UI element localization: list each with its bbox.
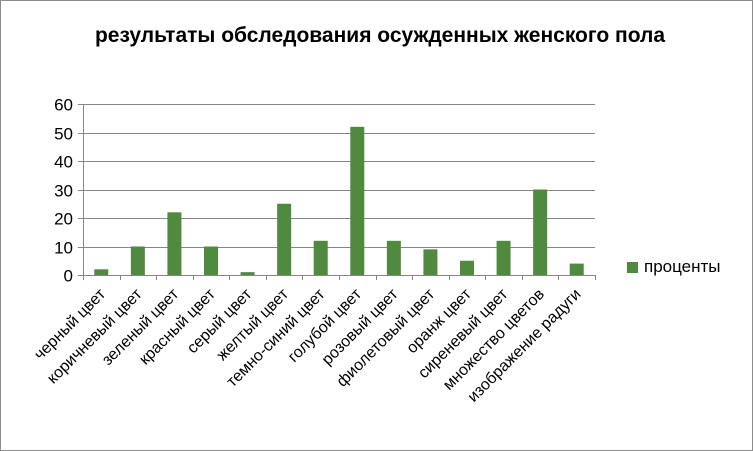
- y-tick-label: 0: [64, 267, 73, 286]
- bar: [94, 269, 109, 275]
- bar: [130, 246, 145, 275]
- y-axis-ticks: 0 10 20 30 40 50 60: [54, 96, 83, 286]
- bar: [277, 203, 292, 275]
- legend-label: проценты: [644, 257, 721, 276]
- y-tick-label: 50: [54, 125, 73, 144]
- y-tick-label: 20: [54, 210, 73, 229]
- legend-swatch: [627, 261, 638, 273]
- y-tick-label: 30: [54, 182, 73, 201]
- bar: [423, 249, 438, 275]
- chart-title: результаты обследования осужденных женск…: [94, 24, 666, 47]
- y-tick-label: 60: [54, 96, 73, 115]
- bar: [460, 260, 474, 275]
- bar: [167, 212, 182, 275]
- gridlines: [83, 104, 595, 248]
- bars: [94, 126, 584, 275]
- bar: [350, 126, 365, 275]
- y-tick-label: 10: [54, 239, 73, 258]
- bar: [240, 272, 255, 275]
- bar: [313, 240, 328, 275]
- bar: [204, 246, 218, 275]
- x-axis-ticks: [83, 275, 596, 280]
- bar: [533, 189, 548, 275]
- bar: [569, 263, 584, 275]
- bar: [386, 240, 401, 275]
- y-tick-label: 40: [54, 153, 73, 172]
- bar: [496, 240, 511, 275]
- legend: проценты: [627, 256, 721, 278]
